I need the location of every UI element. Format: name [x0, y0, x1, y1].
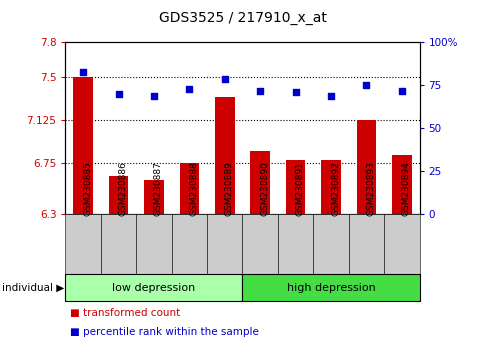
Text: GSM230894: GSM230894	[401, 161, 410, 216]
Text: high depression: high depression	[286, 282, 375, 293]
Bar	[179, 162, 199, 214]
Text: GSM230887: GSM230887	[153, 161, 163, 216]
Bar	[108, 176, 128, 214]
Point	[291, 90, 299, 95]
Text: GSM230892: GSM230892	[330, 161, 339, 216]
Text: ■ transformed count: ■ transformed count	[70, 308, 180, 318]
Text: GSM230893: GSM230893	[365, 161, 375, 216]
Text: GSM230891: GSM230891	[295, 161, 304, 216]
Bar	[73, 77, 93, 214]
Bar	[356, 120, 376, 214]
Bar	[320, 160, 340, 214]
Bar	[391, 155, 411, 214]
Point	[220, 76, 228, 81]
Text: individual ▶: individual ▶	[2, 282, 64, 293]
Bar	[250, 151, 270, 214]
Text: GSM230889: GSM230889	[224, 161, 233, 216]
Text: GSM230886: GSM230886	[118, 161, 127, 216]
Bar	[285, 160, 305, 214]
Point	[397, 88, 405, 93]
Text: GSM230890: GSM230890	[259, 161, 269, 216]
Text: GSM230888: GSM230888	[189, 161, 198, 216]
Text: low depression: low depression	[112, 282, 195, 293]
Point	[362, 82, 369, 88]
Text: GSM230885: GSM230885	[83, 161, 92, 216]
Bar	[214, 97, 234, 214]
Point	[150, 93, 157, 98]
Point	[79, 69, 87, 74]
Point	[114, 91, 122, 97]
Text: GDS3525 / 217910_x_at: GDS3525 / 217910_x_at	[158, 11, 326, 25]
Bar	[144, 180, 164, 214]
Text: ■ percentile rank within the sample: ■ percentile rank within the sample	[70, 327, 258, 337]
Point	[185, 86, 193, 92]
Point	[256, 88, 263, 93]
Point	[326, 93, 334, 98]
